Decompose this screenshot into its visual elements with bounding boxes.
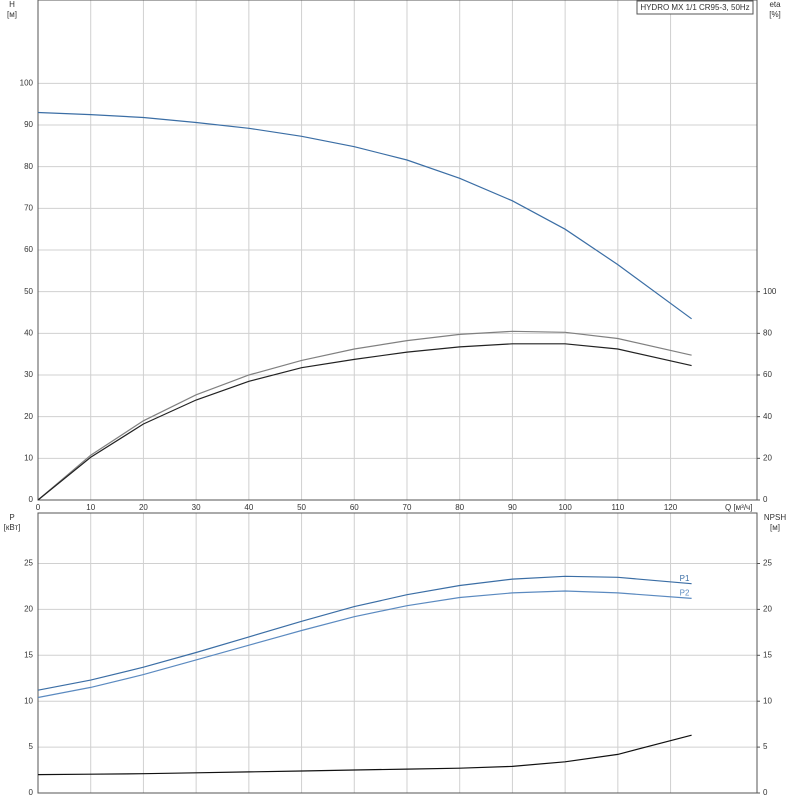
y-tick-label: 20 [24, 605, 33, 614]
y2-axis-unit: [м] [770, 523, 780, 532]
curve [37, 734, 692, 776]
x-axis-label: Q [м³/ч] [725, 503, 752, 512]
y2-tick-label: 25 [763, 559, 772, 568]
y2-tick-label: 10 [763, 696, 772, 705]
curve [37, 111, 692, 320]
x-tick-label: 110 [611, 503, 624, 512]
y2-tick-label: 0 [763, 788, 768, 797]
y-tick-label: 90 [24, 120, 33, 129]
y2-tick-label: 60 [763, 370, 772, 379]
y-tick-label: 40 [24, 328, 33, 337]
y2-tick-label: 0 [763, 495, 768, 504]
y2-tick-label: 5 [763, 742, 768, 751]
curve [37, 330, 692, 501]
x-tick-label: 70 [403, 503, 412, 512]
y-tick-label: 20 [24, 412, 33, 421]
y-tick-label: 60 [24, 245, 33, 254]
x-tick-label: 40 [244, 503, 253, 512]
x-tick-label: 0 [36, 503, 41, 512]
x-tick-label: 100 [558, 503, 572, 512]
y-tick-label: 30 [24, 370, 33, 379]
plot-frame [37, 0, 758, 501]
y2-axis-label: NPSH [764, 513, 786, 522]
y-tick-label: 0 [29, 788, 34, 797]
curve [37, 590, 692, 699]
y-tick-label: 70 [24, 203, 33, 212]
x-tick-label: 120 [664, 503, 678, 512]
x-tick-label: 90 [508, 503, 517, 512]
series-label: P1 [680, 574, 690, 583]
x-tick-label: 80 [455, 503, 464, 512]
y-axis-unit: [кВт] [4, 523, 21, 532]
x-tick-label: 50 [297, 503, 306, 512]
y-axis-unit: [м] [7, 10, 17, 19]
y-axis-label: H [9, 0, 15, 9]
y-tick-label: 0 [29, 495, 34, 504]
y2-tick-label: 80 [763, 328, 772, 337]
x-tick-label: 60 [350, 503, 359, 512]
plot-frame [37, 512, 758, 794]
y-axis-label: P [9, 513, 14, 522]
x-tick-label: 30 [192, 503, 201, 512]
y2-tick-label: 20 [763, 453, 772, 462]
y-tick-label: 80 [24, 162, 33, 171]
y-tick-label: 25 [24, 559, 33, 568]
title-box [636, 0, 754, 15]
x-tick-label: 20 [139, 503, 148, 512]
y-tick-label: 15 [24, 650, 33, 659]
y2-axis-label: eta [769, 0, 781, 9]
y-tick-label: 10 [24, 696, 33, 705]
curve [37, 343, 692, 501]
y2-tick-label: 20 [763, 605, 772, 614]
y2-tick-label: 100 [763, 287, 777, 296]
series-label: P2 [680, 588, 690, 597]
y-tick-label: 100 [20, 78, 34, 87]
y-tick-label: 10 [24, 453, 33, 462]
y2-tick-label: 40 [763, 412, 772, 421]
y-tick-label: 50 [24, 287, 33, 296]
y2-tick-label: 15 [763, 650, 772, 659]
x-tick-label: 10 [86, 503, 95, 512]
y-tick-label: 5 [29, 742, 34, 751]
chart-title: HYDRO MX 1/1 CR95-3, 50Hz [640, 3, 749, 12]
y2-axis-unit: [%] [769, 10, 781, 19]
curve [37, 575, 692, 691]
